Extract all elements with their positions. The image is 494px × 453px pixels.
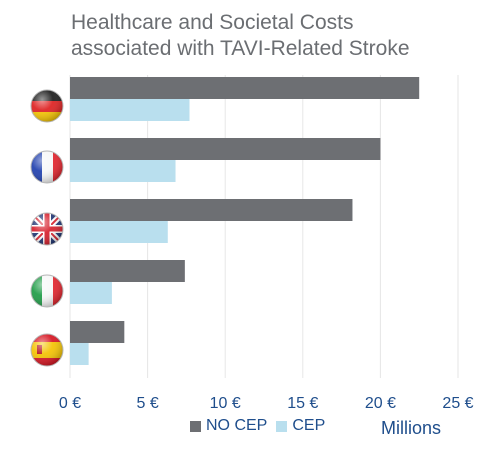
bar-france-cep [70, 160, 176, 182]
bar-italy-no-cep [70, 260, 185, 282]
bar-united-kingdom-no-cep [70, 199, 353, 221]
legend-item-cep: CEP [276, 417, 325, 435]
legend-label-cep: CEP [292, 417, 326, 434]
bar-italy-cep [70, 282, 112, 304]
spain-flag-icon [30, 333, 64, 367]
france-flag-icon [30, 150, 64, 184]
bar-germany-no-cep [70, 77, 420, 99]
legend-swatch-cep [276, 420, 288, 432]
legend-label-no-cep: NO CEP [206, 417, 268, 434]
bar-germany-cep [70, 99, 190, 121]
chart-legend: NO CEP CEP [190, 417, 334, 435]
chart-title-line2: associated with TAVI-Related Stroke [71, 37, 410, 60]
legend-item-no-cep: NO CEP [190, 417, 267, 435]
x-tick-label-4: 20 € [365, 395, 396, 412]
bar-spain-no-cep [70, 321, 125, 343]
uk-flag-icon [30, 212, 64, 246]
x-tick-label-0: 0 € [59, 395, 81, 412]
x-axis-units-label: Millions [381, 418, 442, 438]
chart-title-line1: Healthcare and Societal Costs [71, 11, 354, 34]
x-tick-label-5: 25 € [442, 395, 473, 412]
bar-united-kingdom-cep [70, 221, 168, 243]
x-tick-label-1: 5 € [136, 395, 158, 412]
italy-flag-icon [30, 274, 64, 308]
bar-spain-cep [70, 343, 89, 365]
x-tick-label-2: 10 € [210, 395, 241, 412]
bar-france-no-cep [70, 138, 381, 160]
chart-title: Healthcare and Societal Costs associated… [71, 10, 410, 62]
x-tick-label-3: 15 € [287, 395, 318, 412]
legend-swatch-no-cep [190, 420, 201, 432]
germany-flag-icon [30, 89, 64, 123]
